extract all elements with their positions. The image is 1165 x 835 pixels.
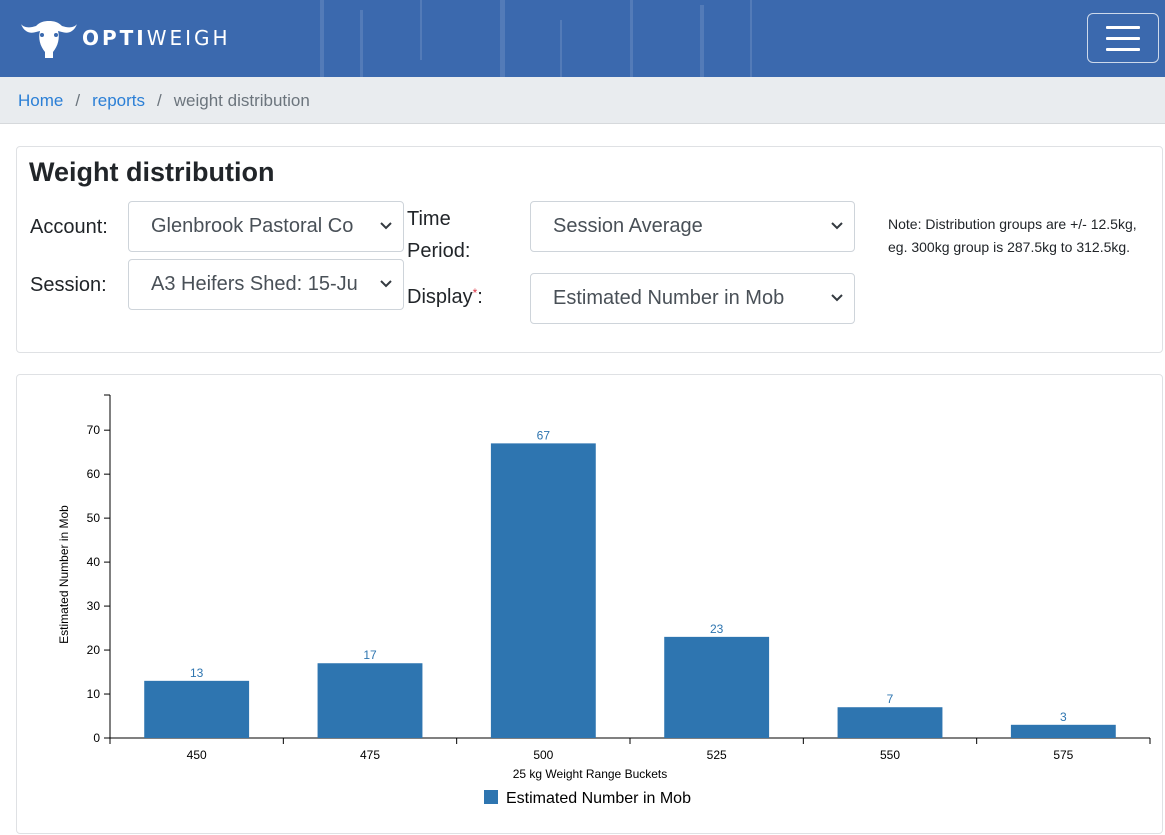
- breadcrumb-separator: /: [75, 91, 81, 110]
- display-select[interactable]: Estimated Number in Mob: [530, 273, 855, 324]
- hamburger-menu-icon-bar: [1106, 47, 1140, 51]
- top-navbar: OPTIWEIGH: [0, 0, 1165, 77]
- legend-swatch: [484, 790, 498, 804]
- chevron-down-icon: [831, 294, 843, 302]
- chevron-down-icon: [831, 222, 843, 230]
- bar-550: [837, 707, 943, 738]
- bar-450: [144, 680, 250, 738]
- y-tick-label: 10: [87, 687, 101, 701]
- distribution-note: Note: Distribution groups are +/- 12.5kg…: [888, 216, 1137, 255]
- chevron-down-icon: [380, 222, 392, 230]
- display-select-value: Estimated Number in Mob: [553, 287, 785, 309]
- time-period-label-line1: Time: [407, 208, 451, 230]
- brand-name: OPTIWEIGH: [82, 16, 231, 60]
- account-label: Account:: [30, 216, 108, 238]
- hamburger-menu-button[interactable]: [1087, 13, 1159, 63]
- bar-data-label: 67: [537, 428, 551, 442]
- display-label-text: Display: [407, 286, 473, 308]
- bar-data-label: 17: [363, 648, 377, 662]
- page-title: Weight distribution: [29, 157, 275, 187]
- x-tick-label: 550: [880, 748, 900, 762]
- hamburger-menu-icon-bar: [1106, 36, 1140, 40]
- required-asterisk: *: [472, 286, 478, 300]
- bar-475: [317, 663, 423, 738]
- y-axis-title: Estimated Number in Mob: [57, 505, 71, 644]
- brand-logo[interactable]: OPTIWEIGH: [18, 16, 231, 60]
- x-tick-label: 475: [360, 748, 380, 762]
- x-tick-label: 525: [707, 748, 727, 762]
- brand-name-light: WEIGH: [146, 26, 231, 50]
- bar-525: [664, 636, 770, 738]
- legend-label: Estimated Number in Mob: [506, 790, 691, 807]
- display-label: Display*:: [407, 281, 483, 313]
- y-tick-label: 0: [93, 731, 100, 745]
- time-period-select-value: Session Average: [553, 215, 703, 237]
- bar-data-label: 13: [190, 666, 204, 680]
- account-select-value: Glenbrook Pastoral Co: [151, 215, 354, 237]
- navbar-background-pattern: [320, 0, 752, 77]
- bar-data-label: 3: [1060, 710, 1067, 724]
- display-label-colon: :: [477, 286, 483, 308]
- y-tick-label: 70: [87, 423, 101, 437]
- hamburger-menu-icon: [1106, 25, 1140, 29]
- y-tick-label: 50: [87, 511, 101, 525]
- breadcrumb-home-link[interactable]: Home: [18, 91, 64, 110]
- bar-data-label: 23: [710, 622, 724, 636]
- bar-data-label: 7: [887, 692, 894, 706]
- chevron-down-icon: [380, 280, 392, 288]
- brand-name-bold: OPTI: [82, 26, 147, 50]
- y-tick-label: 30: [87, 599, 101, 613]
- y-tick-label: 60: [87, 467, 101, 481]
- y-tick-label: 40: [87, 555, 101, 569]
- x-axis-title: 25 kg Weight Range Buckets: [513, 767, 668, 781]
- breadcrumb: Home / reports / weight distribution: [0, 77, 1165, 124]
- bar-575: [1010, 724, 1116, 738]
- session-select[interactable]: A3 Heifers Shed: 15-Ju: [128, 259, 404, 310]
- x-tick-label: 450: [187, 748, 207, 762]
- time-period-label-line2: Period:: [407, 240, 471, 262]
- time-period-label: Time Period:: [407, 203, 470, 267]
- time-period-select[interactable]: Session Average: [530, 201, 855, 252]
- breadcrumb-current: weight distribution: [173, 91, 310, 110]
- session-select-value: A3 Heifers Shed: 15-Ju: [151, 273, 358, 295]
- chart-card: 0 10 20 30 40 50 60 70 13 450 17 475 67 500 23 525 7 550 3…: [16, 374, 1163, 834]
- breadcrumb-reports-link[interactable]: reports: [92, 91, 146, 110]
- breadcrumb-separator: /: [157, 91, 162, 110]
- x-tick-label: 500: [533, 748, 553, 762]
- account-select[interactable]: Glenbrook Pastoral Co: [128, 201, 404, 252]
- x-tick-label: 575: [1053, 748, 1073, 762]
- bar-500: [490, 443, 596, 738]
- weight-distribution-chart: 0 10 20 30 40 50 60 70 13 450 17 475 67 500 23 525 7 550 3…: [57, 394, 1151, 807]
- y-tick-label: 20: [87, 643, 101, 657]
- filters-card: Weight distribution Account: Glenbrook P…: [16, 146, 1163, 353]
- bull-head-icon: [21, 21, 77, 58]
- session-label: Session:: [30, 274, 107, 296]
